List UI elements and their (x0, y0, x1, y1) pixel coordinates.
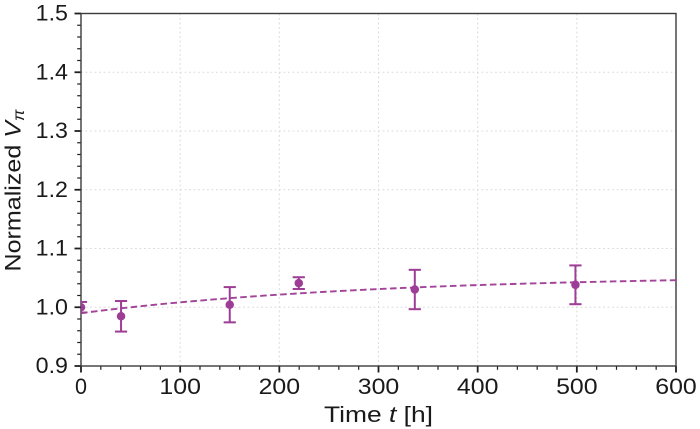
svg-text:1.1: 1.1 (36, 236, 68, 261)
svg-text:Normalized Vπ: Normalized Vπ (1, 109, 29, 272)
svg-text:1.5: 1.5 (36, 1, 68, 26)
svg-text:1.2: 1.2 (36, 177, 68, 202)
svg-text:100: 100 (159, 374, 201, 399)
svg-text:300: 300 (358, 374, 400, 399)
svg-text:600: 600 (655, 374, 697, 399)
svg-text:400: 400 (457, 374, 499, 399)
svg-text:1.3: 1.3 (36, 118, 68, 143)
svg-text:Time t [h]: Time t [h] (324, 402, 433, 427)
svg-text:500: 500 (556, 374, 598, 399)
svg-text:200: 200 (259, 374, 301, 399)
svg-text:0.9: 0.9 (36, 353, 68, 378)
svg-text:0: 0 (75, 374, 87, 399)
svg-text:1.4: 1.4 (36, 59, 68, 84)
svg-text:1.0: 1.0 (36, 294, 68, 319)
